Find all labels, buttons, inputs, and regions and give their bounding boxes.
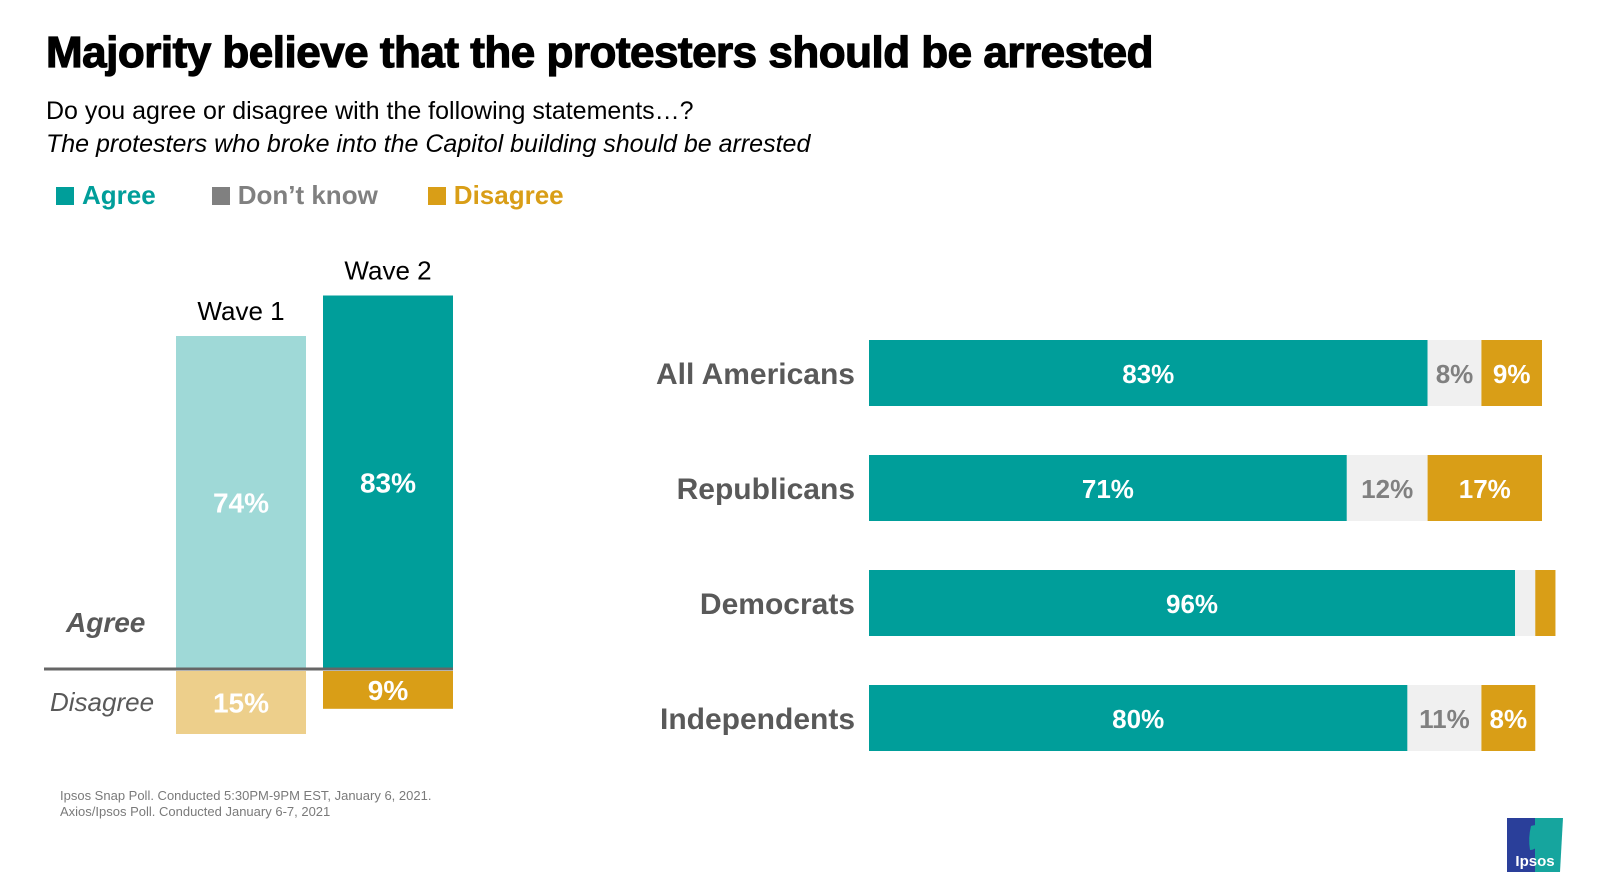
- legend-swatch-disagree: [427, 186, 446, 205]
- disagree-value-2: 9%: [368, 675, 409, 706]
- category-label: Democrats: [700, 588, 855, 621]
- bar-value-label: 8%: [1436, 359, 1474, 389]
- bar-segment-agree: [869, 340, 1428, 406]
- legend-label-disagree: Disagree: [453, 180, 564, 210]
- legend: Agree Don’t know Disagree: [56, 180, 594, 211]
- bar-value-label: 8%: [1490, 704, 1528, 734]
- bar-value-label: 80%: [1112, 704, 1164, 734]
- agree-value-1: 74%: [213, 488, 269, 519]
- agree-bar-2: [323, 295, 453, 669]
- disagree-bar-1: [176, 671, 306, 734]
- bar-value-label: 17%: [1459, 474, 1511, 504]
- disagree-bar-2: [323, 671, 453, 709]
- footnote-line-2: Axios/Ipsos Poll. Conducted January 6-7,…: [60, 804, 331, 819]
- bar-value-label: 96%: [1166, 589, 1218, 619]
- agree-bar-1: [176, 336, 306, 669]
- disagree-value-1: 15%: [213, 688, 269, 719]
- disagree-side-label: Disagree: [50, 687, 154, 717]
- question-text: Do you agree or disagree with the follow…: [46, 97, 694, 125]
- bar-segment-agree: [869, 455, 1347, 521]
- legend-label-dont-know: Don’t know: [237, 180, 378, 210]
- category-label: All Americans: [656, 358, 855, 391]
- logo-text: Ipsos: [1515, 853, 1554, 870]
- bar-segment-disagree: [1427, 455, 1542, 521]
- bar-segment-agree: [869, 570, 1516, 636]
- legend-item-dont-know: Don’t know: [211, 180, 378, 211]
- bar-segment-agree: [869, 685, 1408, 751]
- bar-segment-disagree: [1481, 340, 1542, 406]
- bar-segment-disagree: [1481, 685, 1536, 751]
- legend-item-agree: Agree: [56, 180, 156, 211]
- wave-label-1: Wave 1: [197, 296, 284, 326]
- bar-segment-disagree: [1535, 570, 1556, 636]
- bar-value-label: 11%: [1419, 704, 1470, 734]
- bar-value-label: 71%: [1082, 474, 1134, 504]
- statement-text: The protesters who broke into the Capito…: [46, 130, 811, 158]
- legend-item-disagree: Disagree: [427, 180, 564, 211]
- bar-segment-dontknow: [1407, 685, 1482, 751]
- bar-segment-dontknow: [1515, 570, 1536, 636]
- legend-label-agree: Agree: [82, 180, 156, 210]
- legend-swatch-dont-know: [211, 186, 230, 205]
- bar-value-label: 9%: [1493, 359, 1531, 389]
- chart-title: Majority believe that the protesters sho…: [45, 27, 1154, 77]
- agree-side-label: Agree: [65, 607, 145, 638]
- bar-value-label: 83%: [1122, 359, 1174, 389]
- category-label: Republicans: [677, 473, 855, 506]
- agree-value-2: 83%: [360, 467, 416, 498]
- footnote: Ipsos Snap Poll. Conducted 5:30PM-9PM ES…: [60, 788, 431, 820]
- bar-segment-dontknow: [1427, 340, 1482, 406]
- legend-swatch-agree: [56, 186, 74, 205]
- footnote-line-1: Ipsos Snap Poll. Conducted 5:30PM-9PM ES…: [60, 788, 432, 803]
- category-label: Independents: [660, 703, 855, 736]
- ipsos-logo: Ipsos: [1507, 818, 1563, 872]
- wave-label-2: Wave 2: [344, 256, 431, 286]
- bar-segment-dontknow: [1346, 455, 1428, 521]
- bar-value-label: 12%: [1361, 474, 1413, 504]
